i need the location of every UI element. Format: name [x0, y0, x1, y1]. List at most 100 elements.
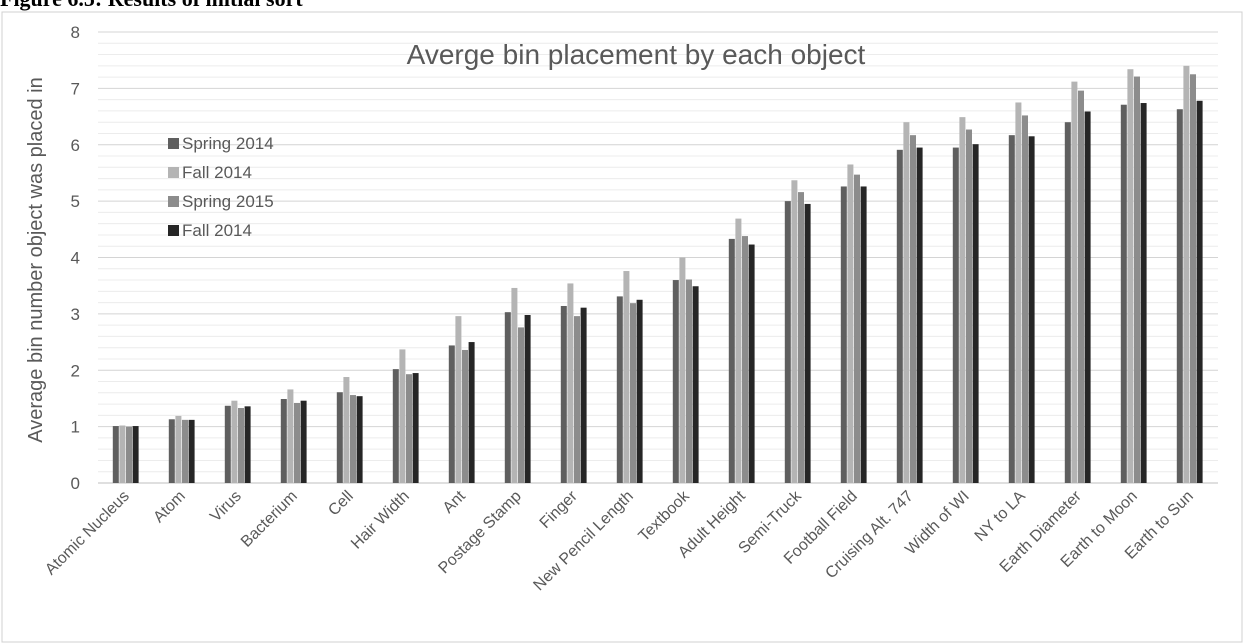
bar	[1084, 111, 1091, 484]
bar	[238, 408, 244, 483]
bar	[350, 395, 356, 483]
bar	[455, 316, 462, 483]
x-tick-label: Hair Width	[348, 488, 413, 553]
y-tick-label: 3	[71, 305, 80, 324]
bar	[448, 345, 455, 483]
bar	[686, 279, 692, 483]
bar	[748, 244, 755, 483]
bar	[244, 406, 251, 483]
bar	[616, 296, 623, 483]
bar	[300, 400, 307, 483]
bar	[847, 164, 854, 483]
bar	[406, 374, 412, 483]
bar	[1196, 100, 1203, 483]
y-tick-label: 7	[71, 79, 80, 98]
bar	[1064, 122, 1071, 483]
bar	[336, 392, 343, 483]
bar	[175, 415, 182, 483]
bar	[916, 147, 923, 483]
legend-swatch	[168, 196, 179, 207]
bar	[959, 117, 966, 483]
bar	[1183, 65, 1190, 483]
bar	[112, 426, 119, 483]
bar	[1022, 115, 1028, 483]
bar	[1008, 135, 1015, 483]
x-tick-label: Virus	[207, 488, 245, 526]
bar	[672, 280, 679, 483]
bar	[1015, 102, 1022, 483]
bar	[580, 307, 587, 483]
bar	[972, 144, 979, 483]
bar	[679, 257, 686, 483]
bar	[412, 373, 419, 483]
bar	[518, 327, 524, 483]
bar	[287, 389, 294, 483]
y-tick-label: 4	[71, 249, 80, 268]
bar	[630, 303, 636, 483]
legend: Spring 2014 Fall 2014 Spring 2015 Fall 2014	[168, 134, 274, 240]
bar	[896, 149, 903, 484]
bar	[952, 147, 959, 483]
bar	[468, 342, 475, 483]
figure-caption: Figure 6.5: Results of initial sort	[0, 0, 303, 12]
bar	[1140, 103, 1147, 483]
bar	[399, 349, 406, 483]
bar	[1190, 74, 1196, 483]
y-tick-label: 1	[71, 418, 80, 437]
bar	[1127, 69, 1134, 484]
bar	[168, 419, 175, 483]
bar	[735, 218, 742, 483]
legend-swatch	[168, 225, 179, 236]
bar	[224, 405, 231, 483]
bar	[343, 377, 350, 483]
bar	[784, 201, 791, 483]
bar	[132, 426, 139, 483]
legend-label: Fall 2014	[182, 163, 252, 182]
bar	[798, 192, 804, 484]
bar	[840, 186, 847, 483]
bar	[966, 129, 972, 483]
bar	[804, 203, 811, 483]
chart-frame	[1, 11, 1243, 643]
bar	[524, 315, 531, 483]
bar	[560, 305, 567, 483]
bar	[280, 399, 287, 483]
bar	[910, 135, 916, 483]
gridlines	[98, 31, 1218, 473]
bar	[182, 419, 188, 483]
x-tick-label: NY to LA	[972, 488, 1029, 545]
chart-title: Averge bin placement by each object	[407, 39, 866, 70]
bar	[356, 396, 363, 483]
x-tick-label: Ant	[440, 487, 469, 516]
legend-label: Spring 2014	[182, 134, 274, 153]
bar	[462, 349, 468, 483]
bar	[574, 316, 580, 483]
x-tick-label: Atom	[150, 488, 188, 526]
x-tick-label: New Pencil Length	[530, 488, 636, 594]
bar	[1134, 76, 1140, 483]
y-axis-title: Average bin number object was placed in	[25, 77, 47, 442]
bars	[112, 65, 1203, 484]
y-tick-label: 5	[71, 192, 80, 211]
bar	[692, 286, 699, 483]
bar	[392, 369, 399, 483]
x-tick-label: Cell	[325, 488, 357, 520]
bar	[119, 425, 126, 483]
bar	[1071, 81, 1078, 484]
bar	[903, 122, 910, 483]
y-tick-label: 8	[71, 23, 80, 42]
bar	[1028, 136, 1035, 483]
bar	[636, 299, 643, 483]
bar	[623, 271, 630, 483]
bar	[231, 400, 238, 483]
y-tick-label: 6	[71, 136, 80, 155]
bar	[728, 238, 735, 483]
bar	[511, 287, 518, 483]
x-tick-label: Finger	[537, 487, 582, 532]
legend-label: Spring 2015	[182, 192, 274, 211]
bar	[860, 186, 867, 483]
legend-label: Fall 2014	[182, 221, 252, 240]
y-tick-label: 2	[71, 361, 80, 380]
y-tick-label: 0	[71, 474, 80, 493]
